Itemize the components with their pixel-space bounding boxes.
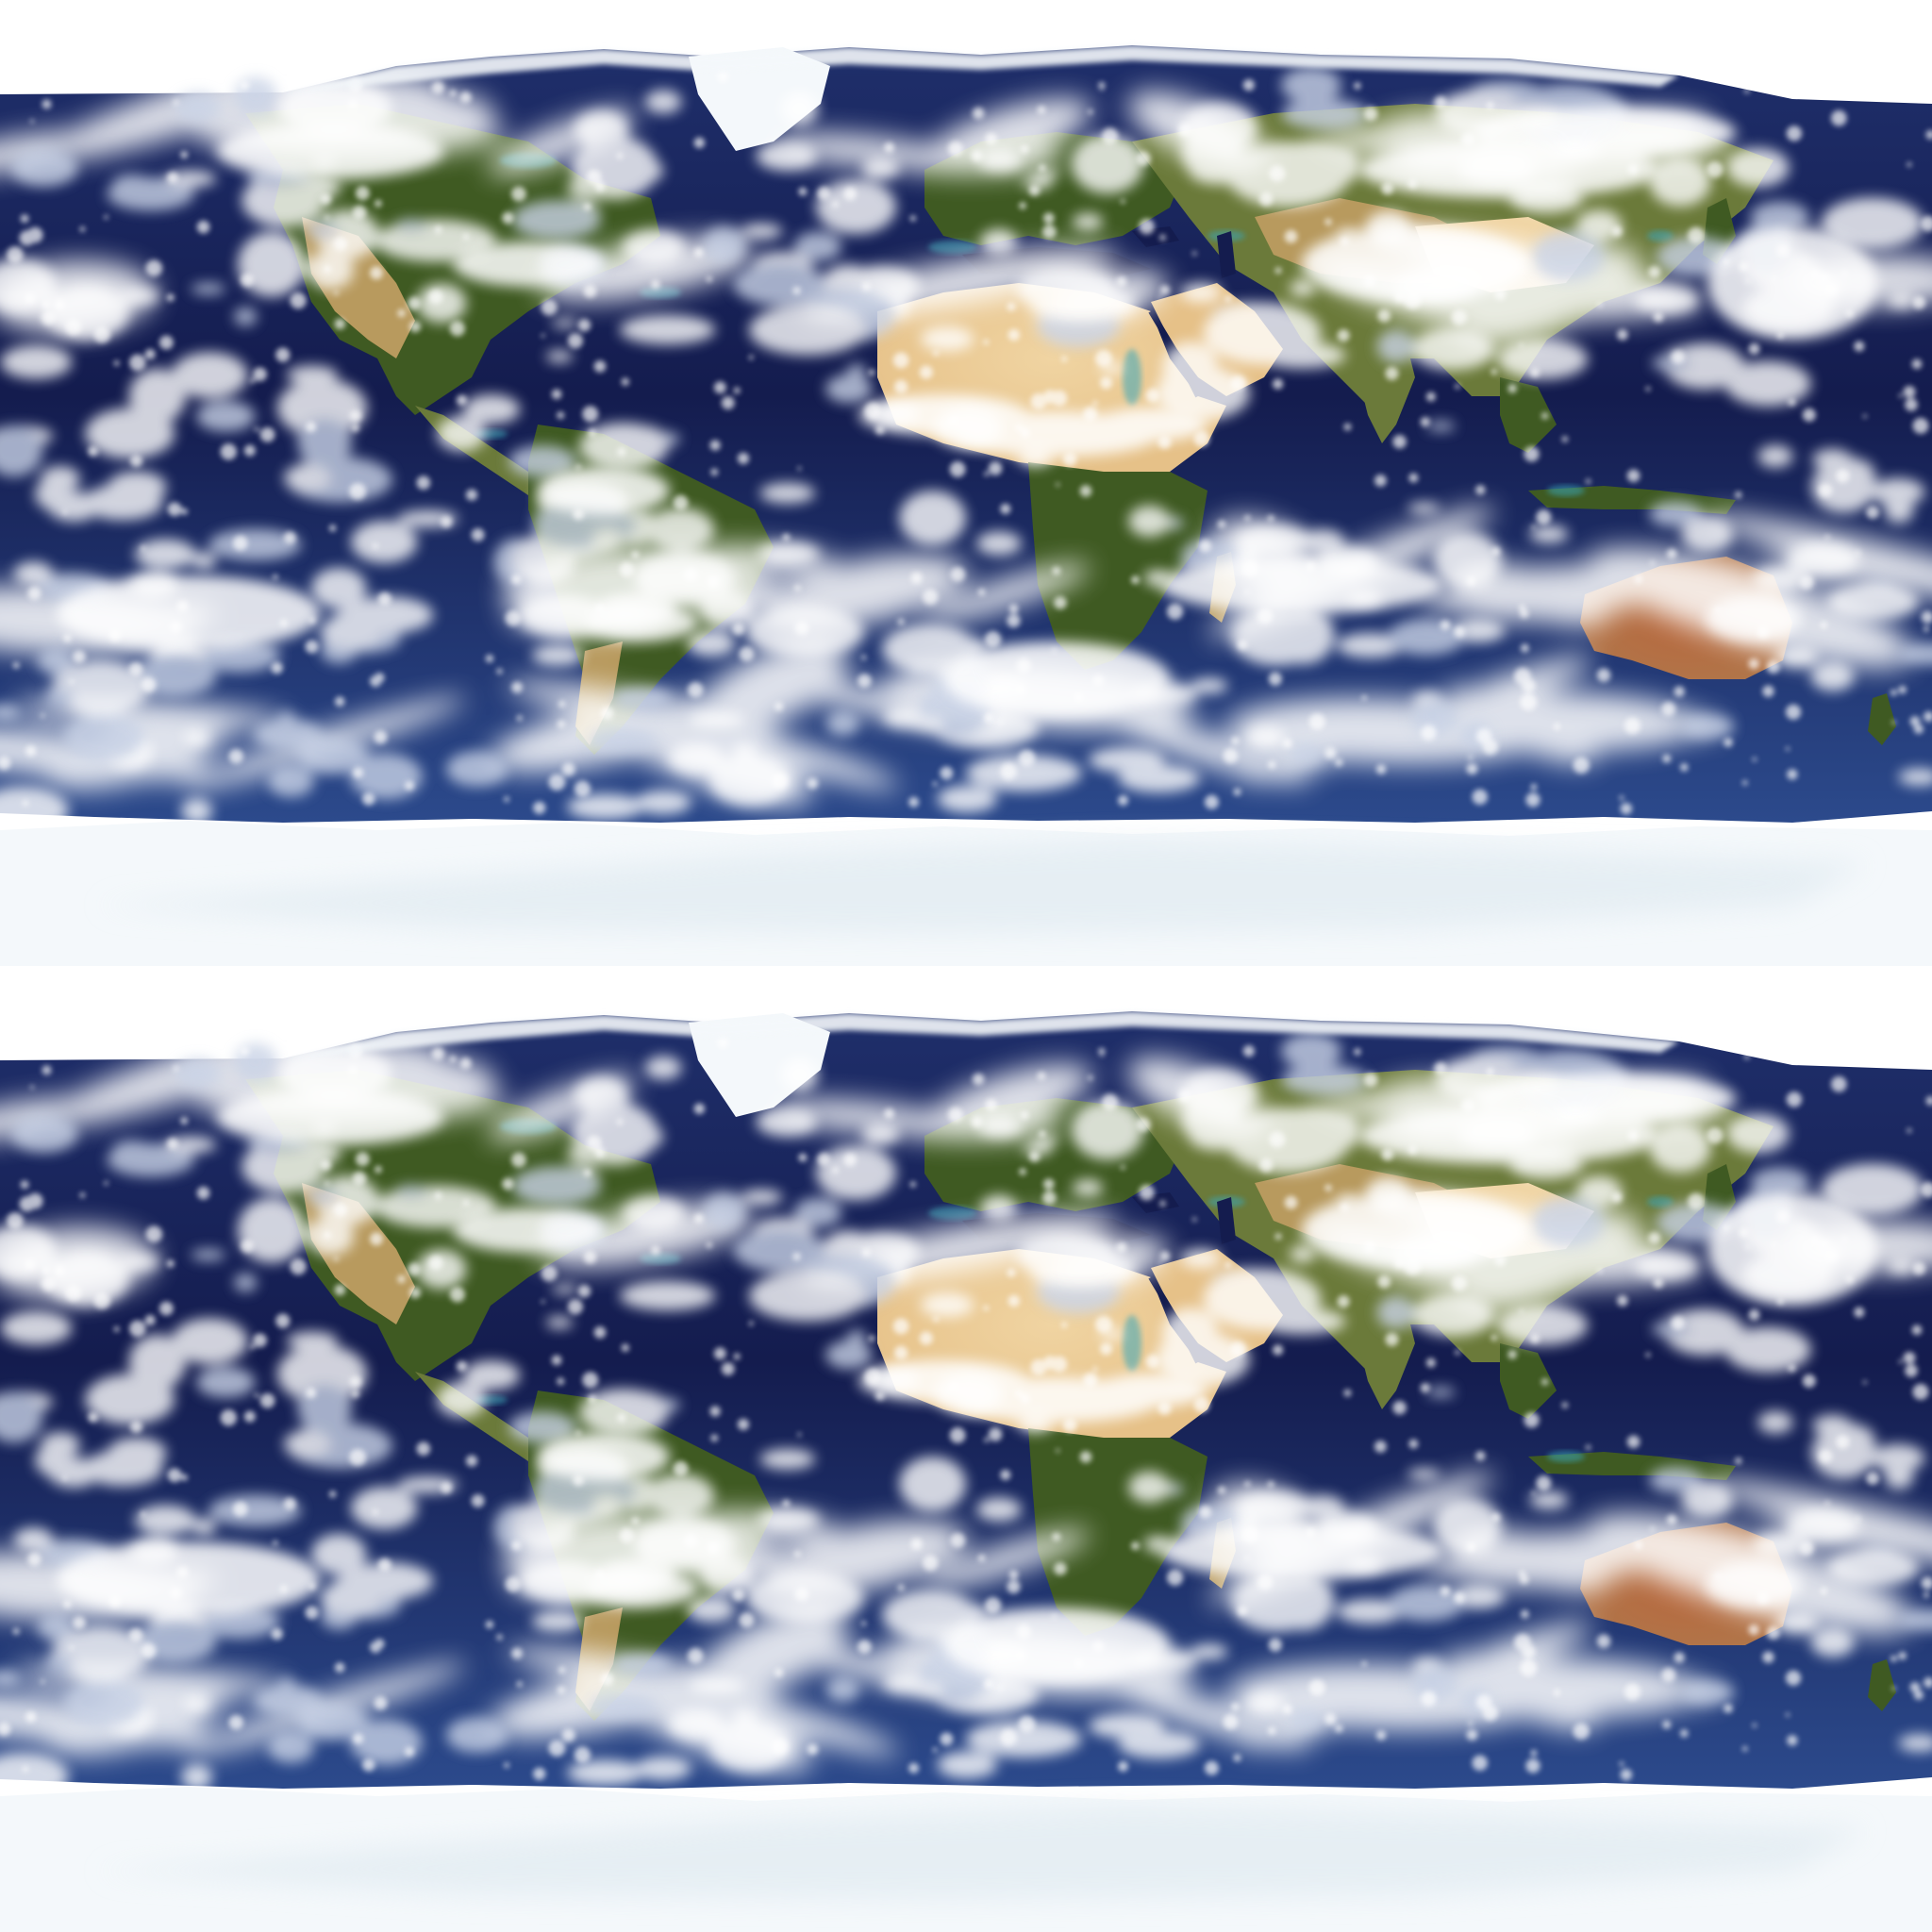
satellite-map-svg xyxy=(0,45,1932,966)
world-map-tile-upper xyxy=(0,45,1932,966)
shallow-water xyxy=(1547,1451,1585,1462)
cloud-features xyxy=(57,1074,1877,1683)
southeast-asia xyxy=(1500,1343,1557,1419)
satellite-map-svg xyxy=(0,966,1932,1932)
antarctica-shading xyxy=(94,840,1868,934)
southeast-asia xyxy=(1500,377,1557,453)
new-zealand xyxy=(1868,1659,1896,1711)
antarctica-shading xyxy=(94,1806,1868,1900)
shallow-water xyxy=(1123,1315,1141,1372)
cloud-patches xyxy=(0,1033,1932,1801)
inland-sea xyxy=(1217,1197,1236,1244)
cloud-features xyxy=(57,108,1877,717)
shallow-water xyxy=(928,241,977,254)
cloud-patches xyxy=(0,67,1932,835)
inland-sea xyxy=(1217,231,1236,278)
shallow-water xyxy=(1547,485,1585,496)
arctic-ice xyxy=(283,45,1679,94)
shallow-water xyxy=(1647,1196,1674,1208)
shallow-water xyxy=(1647,230,1674,242)
new-zealand xyxy=(1868,693,1896,745)
shallow-water xyxy=(1123,349,1141,406)
india xyxy=(1349,1306,1415,1409)
shallow-water xyxy=(928,1207,977,1220)
world-map-tile-lower xyxy=(0,966,1932,1932)
india xyxy=(1349,340,1415,443)
arctic-ice xyxy=(283,1011,1679,1060)
